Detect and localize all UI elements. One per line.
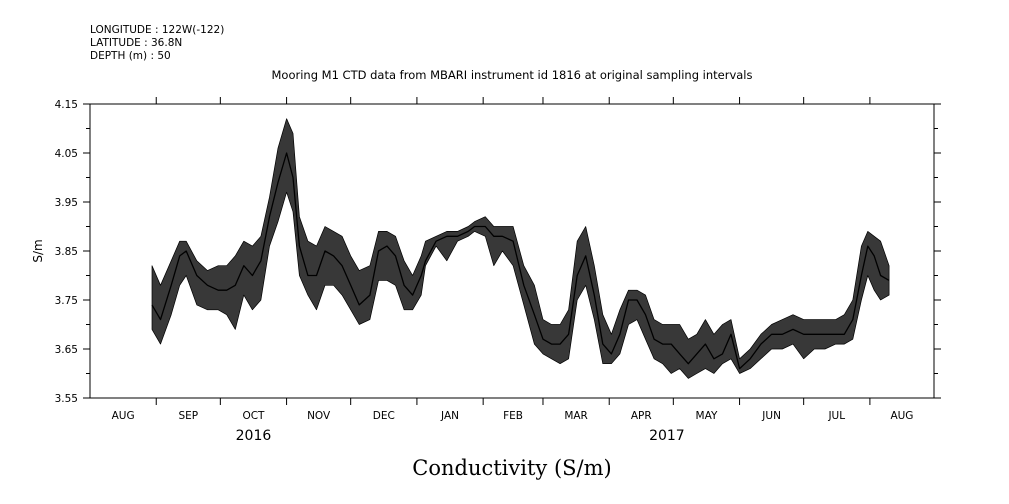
x-tick-label: FEB [503, 410, 523, 422]
x-tick-label: NOV [307, 410, 331, 422]
series-range-band [151, 118, 890, 379]
y-tick-label: 3.65 [55, 344, 78, 356]
chart-title: Mooring M1 CTD data from MBARI instrumen… [271, 68, 753, 82]
x-axis: AUG SEP OCT NOV DEC JAN FEB MAR APR MAY JUN JUL AUG 2… [112, 97, 913, 444]
series-line [151, 152, 890, 370]
y-tick-label: 4.05 [55, 148, 78, 160]
x-tick-label: JAN [440, 410, 459, 422]
x-tick-label: SEP [178, 410, 198, 422]
x-tick-label: MAY [696, 410, 718, 422]
x-axis-label: Conductivity (S/m) [412, 456, 611, 480]
series-area [151, 118, 890, 379]
x-tick-label: APR [631, 410, 652, 422]
x-tick-label: MAR [564, 410, 588, 422]
y-tick-label: 3.75 [55, 295, 78, 307]
year-label: 2016 [236, 428, 272, 444]
y-tick-label: 3.55 [55, 393, 78, 405]
y-tick-label: 3.95 [55, 197, 78, 209]
year-label: 2017 [649, 428, 685, 444]
y-tick-label: 4.15 [55, 99, 78, 111]
longitude-label: LONGITUDE : 122W(-122) [90, 24, 225, 36]
x-tick-label: JUN [761, 410, 781, 422]
x-tick-label: AUG [890, 410, 913, 422]
metadata-block: LONGITUDE : 122W(-122) LATITUDE : 36.8N … [90, 24, 224, 63]
y-axis-label: S/m [31, 239, 45, 262]
y-tick-label: 3.85 [55, 246, 78, 258]
depth-label: DEPTH (m) : 50 [90, 50, 171, 62]
x-tick-label: JUL [827, 410, 845, 422]
x-tick-label: AUG [112, 410, 135, 422]
x-tick-label: OCT [242, 410, 265, 422]
latitude-label: LATITUDE : 36.8N [90, 37, 183, 49]
x-tick-label: DEC [373, 410, 395, 422]
y-axis: 3.55 3.65 3.75 3.85 3.95 4.05 4.15 [55, 99, 941, 405]
